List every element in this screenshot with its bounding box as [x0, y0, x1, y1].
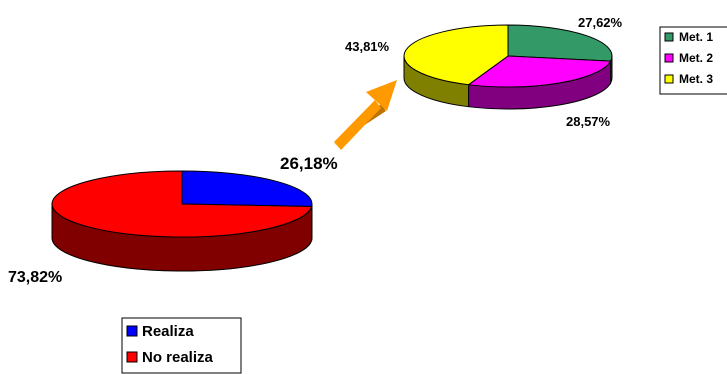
legend-label-met3: Met. 3	[679, 72, 713, 86]
legend-swatch-met1	[664, 32, 674, 42]
data-label-no-realiza: 73,82%	[8, 269, 62, 286]
legend-label-met1: Met. 1	[679, 30, 713, 44]
met1-slice	[507, 24, 613, 62]
legend-label-no-realiza: No realiza	[142, 349, 214, 366]
connector-arrow	[334, 80, 397, 150]
legend-swatch-met2	[664, 53, 674, 63]
data-label-realiza: 26,18%	[280, 154, 338, 173]
breakdown-legend: Met. 1 Met. 2 Met. 3	[659, 26, 727, 95]
realiza-slice	[181, 170, 313, 207]
main-legend-box	[121, 317, 242, 374]
data-label-met1: 27,62%	[578, 15, 623, 30]
legend-swatch-no-realiza	[126, 351, 138, 363]
data-label-met3: 43,81%	[345, 39, 390, 54]
data-label-met2: 28,57%	[566, 114, 611, 129]
breakdown-pie-chart	[403, 24, 613, 110]
no-realiza-slice	[51, 170, 313, 238]
legend-label-met2: Met. 2	[679, 51, 713, 65]
data-labels: 26,18% 73,82% 27,62% 28,57% 43,81%	[8, 15, 623, 286]
main-pie-chart	[51, 170, 313, 272]
arrow-shaft	[334, 100, 381, 150]
arrow-head	[366, 80, 397, 111]
met3-slice	[403, 24, 509, 86]
main-legend: Realiza No realiza	[121, 317, 242, 374]
legend-swatch-met3	[664, 74, 674, 84]
legend-label-realiza: Realiza	[142, 323, 194, 340]
met2-slice	[467, 55, 612, 88]
legend-swatch-realiza	[126, 325, 138, 337]
